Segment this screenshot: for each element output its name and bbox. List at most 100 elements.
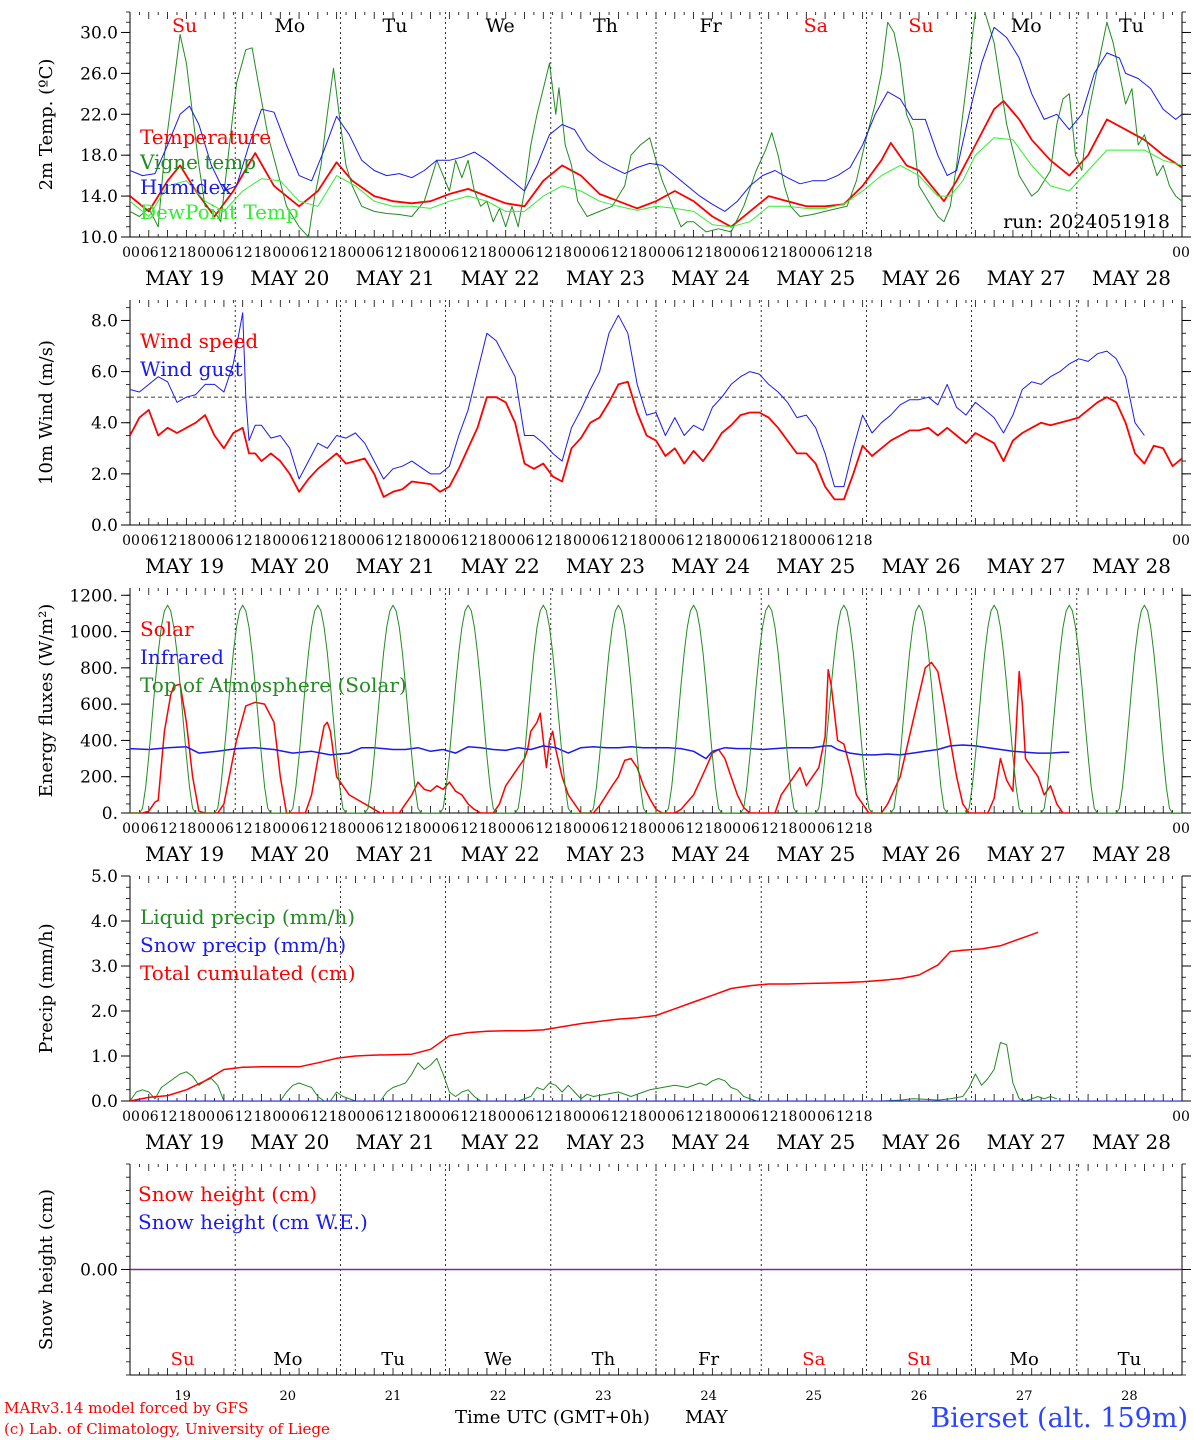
x-hour-label: 06 — [291, 1109, 309, 1125]
weekday-label-bottom: Su — [171, 1349, 195, 1370]
x-hour-label: 06 — [441, 533, 459, 549]
x-hour-label: 06 — [141, 533, 159, 549]
x-date-label: MAY 22 — [461, 1130, 540, 1154]
day-number-label: 24 — [700, 1389, 717, 1404]
x-date-label: MAY 21 — [355, 842, 434, 866]
x-hour-label: 12 — [310, 533, 328, 549]
x-hour-label: 06 — [216, 821, 234, 837]
x-hour-label: 18 — [254, 533, 272, 549]
x-hour-label: 18 — [329, 533, 347, 549]
x-hour-label: 12 — [836, 533, 854, 549]
day-number-label: 19 — [174, 1389, 191, 1404]
x-hour-label: 18 — [629, 533, 647, 549]
x-hour-label: 18 — [629, 245, 647, 261]
x-hour-label: 06 — [366, 1109, 384, 1125]
legend-entry: Vigne temp — [139, 150, 256, 174]
x-date-label: MAY 25 — [776, 266, 855, 290]
x-hour-label: 18 — [554, 245, 572, 261]
x-date-label: MAY 23 — [566, 1130, 645, 1154]
y-tick-label: 800. — [80, 659, 118, 679]
x-hour-label: 12 — [686, 533, 704, 549]
y-tick-label: 200. — [80, 768, 118, 788]
x-hour-label: 18 — [178, 1109, 196, 1125]
x-hour-label: 06 — [592, 245, 610, 261]
weekday-label: Mo — [1011, 15, 1042, 37]
x-hour-label: 12 — [611, 1109, 629, 1125]
x-date-label: MAY 23 — [566, 554, 645, 578]
x-hour-label: 12 — [535, 245, 553, 261]
weekday-label: Su — [172, 15, 197, 37]
x-hour-label: 06 — [817, 1109, 835, 1125]
x-hour-label: 18 — [780, 821, 798, 837]
x-hour-label: 00 — [1172, 245, 1190, 261]
legend-entry: Humidex — [140, 175, 232, 199]
x-hour-label: 18 — [178, 245, 196, 261]
legend-entry: Snow height (cm) — [138, 1182, 317, 1206]
x-hour-label: 18 — [404, 1109, 422, 1125]
credit-line-1: MARv3.14 model forced by GFS — [4, 1399, 248, 1417]
meteogram-panels: 10.014.018.022.026.030.02m Temp. (ºC)00 0… — [36, 11, 1191, 1404]
x-hour-label: 06 — [517, 1109, 535, 1125]
day-number-label: 21 — [385, 1389, 402, 1404]
x-hour-label: 06 — [742, 533, 760, 549]
x-hour-label: 18 — [404, 821, 422, 837]
weekday-label-bottom: Fr — [698, 1349, 719, 1370]
x-hour-label: 12 — [385, 821, 403, 837]
y-tick-label: 4.0 — [91, 912, 118, 932]
x-hour-label: 12 — [761, 821, 779, 837]
x-hour-label: 18 — [329, 821, 347, 837]
x-hour-label: 18 — [629, 821, 647, 837]
energy-series — [130, 604, 1182, 813]
y-axis-title: Energy fluxes (W/m²) — [36, 604, 57, 798]
x-hour-label: 00 — [1172, 1109, 1190, 1125]
x-hour-label: 12 — [535, 533, 553, 549]
day-number-label: 25 — [806, 1389, 823, 1404]
x-date-label: MAY 22 — [461, 266, 540, 290]
x-hour-label: 06 — [592, 533, 610, 549]
x-hour-label: 12 — [160, 533, 178, 549]
time-axis-label: Time UTC (GMT+0h) — [455, 1407, 650, 1428]
weekday-label-bottom: Tu — [1118, 1349, 1142, 1370]
series-line-humidex — [130, 26, 1182, 212]
x-hour-label: 12 — [385, 533, 403, 549]
x-date-label: MAY 23 — [566, 266, 645, 290]
legend-entry: Snow precip (mm/h) — [140, 933, 346, 957]
x-hour-label: 18 — [704, 533, 722, 549]
x-hour-label: 00 — [348, 1109, 366, 1125]
y-tick-label: 22.0 — [80, 105, 118, 125]
x-hour-label: 00 — [573, 821, 591, 837]
y-tick-label: 30.0 — [80, 23, 118, 43]
x-date-label: MAY 20 — [250, 842, 329, 866]
x-hour-label: 12 — [535, 821, 553, 837]
x-date-label: MAY 25 — [776, 554, 855, 578]
x-hour-label: 06 — [817, 533, 835, 549]
x-hour-label: 00 — [648, 245, 666, 261]
day-number-label: 28 — [1121, 1389, 1138, 1404]
x-hour-label: 00 — [573, 533, 591, 549]
legend-entry: Top of Atmosphere (Solar) — [140, 673, 407, 697]
x-hour-label: 00 — [723, 245, 741, 261]
x-date-label: MAY 26 — [881, 842, 960, 866]
x-hour-label: 00 — [798, 533, 816, 549]
x-hour-label: 00 — [122, 245, 140, 261]
x-hour-label: 00 — [272, 245, 290, 261]
x-hour-label: 00 — [498, 245, 516, 261]
x-hour-label: 06 — [441, 821, 459, 837]
weekday-label-bottom: Su — [907, 1349, 931, 1370]
x-hour-label: 18 — [178, 533, 196, 549]
x-hour-label: 12 — [385, 1109, 403, 1125]
x-hour-label: 06 — [216, 245, 234, 261]
x-hour-label: 00 — [423, 1109, 441, 1125]
y-tick-label: 6.0 — [91, 363, 118, 383]
x-hour-label: 06 — [517, 821, 535, 837]
series-line-liquid-precip-mm-h- — [130, 1042, 1057, 1101]
x-date-label: MAY 25 — [776, 842, 855, 866]
x-date-label: MAY 21 — [355, 266, 434, 290]
weekday-label: Su — [908, 15, 933, 37]
weekday-label-bottom: Mo — [1010, 1349, 1039, 1370]
x-hour-label: 00 — [1172, 821, 1190, 837]
x-date-label: MAY 23 — [566, 842, 645, 866]
x-date-label: MAY 28 — [1092, 266, 1171, 290]
x-hour-label: 18 — [780, 1109, 798, 1125]
series-line-wind-gust — [130, 312, 1145, 488]
